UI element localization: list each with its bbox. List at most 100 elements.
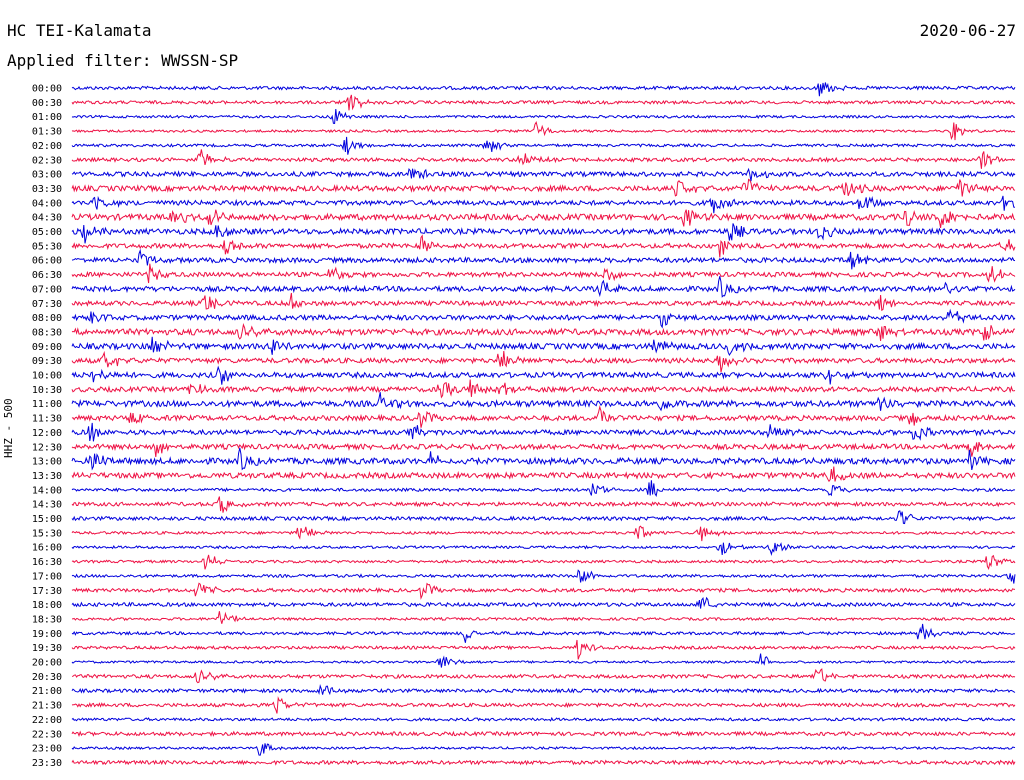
time-tick-label: 20:00 [32, 658, 62, 669]
trace-row [71, 405, 1016, 428]
station-title: HC TEI-Kalamata [7, 21, 152, 40]
trace-row [71, 730, 1016, 738]
trace-row [71, 223, 1016, 244]
time-tick-label: 16:00 [32, 543, 62, 554]
time-tick-label: 05:00 [32, 227, 62, 238]
trace-row [71, 683, 1016, 696]
time-tick-label: 00:30 [32, 98, 62, 109]
time-tick-label: 09:00 [32, 342, 62, 353]
trace-row [71, 121, 1016, 141]
trace-row [71, 422, 1016, 442]
time-tick-label: 22:30 [32, 729, 62, 740]
time-tick-label: 19:30 [32, 643, 62, 654]
trace-row [71, 447, 1016, 471]
time-tick-label: 06:00 [32, 256, 62, 267]
time-tick-label: 03:00 [32, 170, 62, 181]
time-tick-label: 22:00 [32, 715, 62, 726]
trace-row [71, 365, 1016, 385]
trace-row [71, 623, 1016, 643]
time-tick-label: 20:30 [32, 672, 62, 683]
time-tick-label: 07:30 [32, 299, 62, 310]
time-tick-label: 09:30 [32, 356, 62, 367]
time-tick-label: 21:00 [32, 686, 62, 697]
time-tick-label: 05:30 [32, 241, 62, 252]
time-tick-label: 18:00 [32, 600, 62, 611]
trace-row [71, 109, 1015, 124]
trace-row [71, 510, 1016, 525]
time-tick-label: 01:30 [32, 127, 62, 138]
trace-row [71, 350, 1016, 373]
trace-row [72, 611, 1015, 624]
time-tick-label: 16:30 [32, 557, 62, 568]
time-tick-label: 07:00 [32, 284, 62, 295]
time-tick-label: 10:30 [32, 385, 62, 396]
trace-row [71, 696, 1016, 714]
time-tick-label: 00:00 [32, 84, 62, 95]
time-tick-label: 04:00 [32, 198, 62, 209]
time-tick-label: 03:30 [32, 184, 62, 195]
trace-row [71, 276, 1016, 298]
trace-row [71, 149, 1016, 169]
trace-row [71, 668, 1016, 684]
trace-row [71, 759, 1016, 766]
time-tick-label: 15:00 [32, 514, 62, 525]
trace-row [71, 195, 1016, 214]
trace-row [71, 554, 1016, 570]
time-tick-label: 13:00 [32, 457, 62, 468]
trace-row [71, 596, 1016, 609]
time-tick-label: 02:30 [32, 155, 62, 166]
time-tick-label: 21:30 [32, 701, 62, 712]
trace-row [71, 496, 1016, 513]
trace-row [71, 209, 1016, 228]
time-tick-label: 18:30 [32, 614, 62, 625]
time-tick-label: 15:30 [32, 528, 62, 539]
time-tick-label: 23:00 [32, 744, 62, 755]
trace-row [71, 582, 1016, 600]
time-tick-label: 06:30 [32, 270, 62, 281]
trace-row [71, 292, 1016, 312]
time-tick-label: 01:00 [32, 112, 62, 123]
trace-row [71, 248, 1016, 270]
trace-row [71, 653, 1016, 668]
trace-row [71, 542, 1016, 557]
time-tick-label: 13:30 [32, 471, 62, 482]
trace-row [71, 569, 1016, 584]
trace-row [71, 82, 1016, 97]
time-tick-label: 14:30 [32, 500, 62, 511]
time-tick-label: 17:00 [32, 571, 62, 582]
time-tick-label: 04:30 [32, 213, 62, 224]
time-tick-label: 14:00 [32, 485, 62, 496]
trace-row [71, 336, 1016, 357]
time-tick-label: 08:00 [32, 313, 62, 324]
time-tick-label: 10:00 [32, 371, 62, 382]
trace-row [71, 480, 1016, 498]
time-tick-label: 17:30 [32, 586, 62, 597]
trace-row [71, 441, 1016, 458]
trace-row [71, 94, 1016, 111]
trace-row [71, 379, 1016, 399]
date-label: 2020-06-27 [919, 21, 1016, 40]
trace-row [71, 167, 1016, 182]
trace-row [71, 136, 1016, 155]
time-tick-label: 19:00 [32, 629, 62, 640]
trace-row [71, 639, 1016, 660]
trace-row [71, 466, 1016, 483]
trace-row [71, 716, 1016, 722]
filter-label: Applied filter: WWSSN-SP [7, 51, 239, 70]
time-tick-label: 12:00 [32, 428, 62, 439]
time-tick-label: 02:00 [32, 141, 62, 152]
trace-row [71, 263, 1016, 284]
trace-row [71, 234, 1016, 258]
time-tick-label: 23:30 [32, 758, 62, 769]
time-tick-label: 08:30 [32, 327, 62, 338]
time-tick-label: 11:00 [32, 399, 62, 410]
trace-row [71, 525, 1016, 542]
trace-row [71, 178, 1016, 197]
trace-row [71, 323, 1016, 342]
trace-row [71, 308, 1016, 329]
time-tick-label: 12:30 [32, 442, 62, 453]
time-tick-label: 11:30 [32, 414, 62, 425]
trace-row [71, 743, 1016, 756]
trace-row [71, 392, 1016, 412]
